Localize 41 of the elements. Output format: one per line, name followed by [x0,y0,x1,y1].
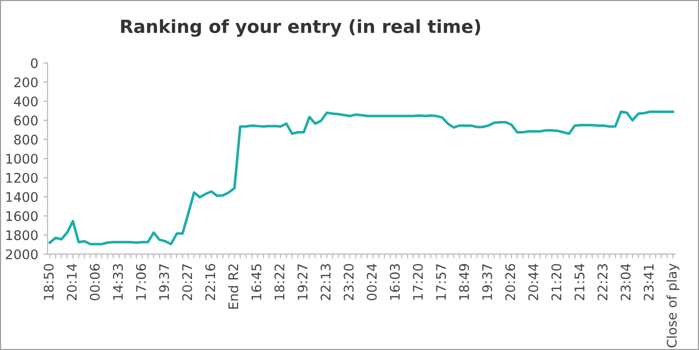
x-tick-label: 19:37 [482,264,492,300]
x-tick-label: 23:04 [620,264,631,300]
x-tick-label: 23:41 [644,264,654,300]
x-tick-label: 20:27 [182,264,192,300]
x-tick-label: 21:54 [574,264,584,300]
x-tick-label: 23:20 [344,264,354,300]
x-tick-label: 17:20 [412,264,423,300]
x-tick-label: 20:26 [505,264,516,300]
y-tick-label: 800 [14,134,38,145]
x-tick-label: 18:49 [459,264,470,300]
x-tick-label: 00:06 [90,264,100,300]
y-tick-label: 2000 [6,249,38,260]
x-tick-label: 20:44 [528,264,538,300]
y-tick-label: 1000 [6,154,38,164]
x-tick-label: 16:45 [251,264,262,300]
x-tick-label: 22:23 [598,264,608,300]
y-tick-label: 600 [14,116,38,126]
x-tick-label: 17:57 [436,264,446,300]
y-tick-label: 400 [14,96,38,106]
x-tick-label: 17:06 [136,264,146,300]
x-tick-label: 19:27 [298,264,308,300]
x-tick-label: 16:03 [390,264,400,300]
x-tick-label: 19:37 [159,264,170,300]
x-tick-label: 22:13 [320,264,331,300]
x-tick-label: End R2 [228,264,238,309]
y-tick-label: 1400 [6,192,38,202]
y-tick-label: 1200 [6,172,38,183]
x-tick-label: 18:50 [44,264,54,300]
line-series [48,110,674,246]
y-tick-label: 200 [14,77,38,88]
x-tick-label: 00:24 [366,264,377,300]
y-tick-label: 1800 [6,230,38,240]
y-tick-label: 0 [30,58,38,68]
chart-title: Ranking of your entry (in real time) [121,19,480,37]
x-tick-label: 14:33 [112,264,123,300]
y-tick-label: 1600 [6,211,38,222]
x-tick-label: 18:22 [274,264,284,300]
x-tick-label: 21:20 [551,264,562,300]
x-tick-label: 20:14 [66,264,77,300]
x-tick-label: Close of play [666,264,680,348]
x-tick-label: 22:16 [205,264,216,300]
